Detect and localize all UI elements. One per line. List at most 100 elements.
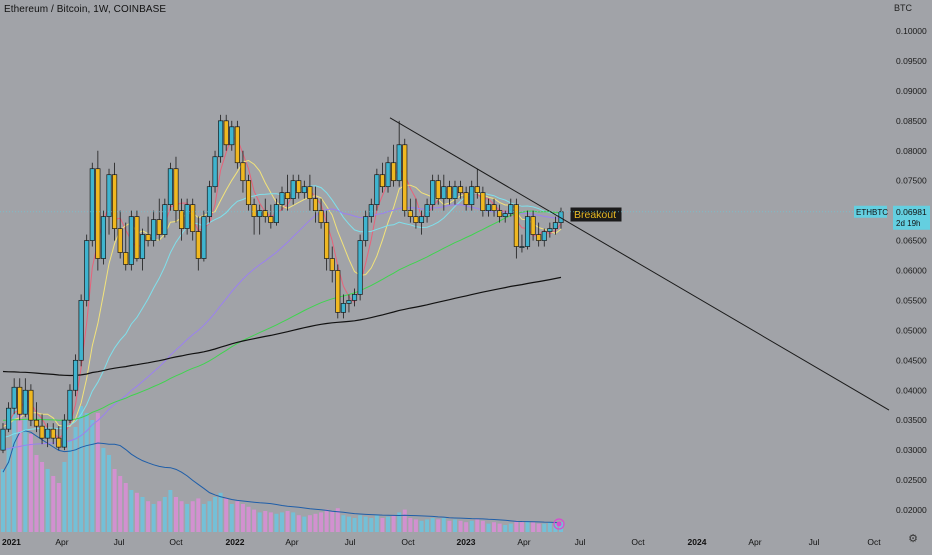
volume-bar [542, 523, 547, 532]
candle-body [458, 186, 464, 194]
candle-body [61, 419, 67, 448]
breakout-label: Breakout [574, 209, 616, 221]
candle-body [151, 219, 157, 241]
candle-body [28, 389, 34, 421]
candle-body [290, 180, 296, 199]
ma_200-line [2, 276, 562, 377]
volume-bar [436, 519, 441, 532]
volume-bar [503, 525, 508, 532]
volume-bar [73, 427, 78, 532]
candle-body [279, 192, 285, 205]
candle-body [441, 186, 447, 200]
candle-body [374, 174, 380, 205]
candle-body [139, 234, 146, 259]
x-tick-label: 2023 [457, 537, 476, 547]
event-marker-dot [556, 521, 562, 527]
volume-bar [397, 512, 402, 532]
trendline [389, 117, 890, 411]
volume-bar [319, 512, 324, 532]
volume-bar [441, 518, 446, 532]
y-tick-label: 0.04500 [896, 355, 927, 365]
x-tick-label: Apr [285, 537, 298, 547]
candle-body [552, 222, 558, 229]
candle-body [167, 168, 173, 205]
volume-bar [79, 406, 84, 532]
candle-body [89, 168, 95, 241]
candle-body [6, 407, 12, 430]
volume-ma-line [2, 430, 562, 524]
candle-body [156, 219, 162, 235]
ma_150-line [2, 210, 562, 421]
volume-bar [268, 512, 273, 532]
volume-bar [28, 434, 33, 532]
volume-bar [307, 515, 312, 532]
x-tick-label: Apr [55, 537, 68, 547]
volume-bar [469, 520, 474, 532]
candle-body [179, 210, 185, 229]
volume-bar [218, 492, 223, 532]
volume-bar [90, 420, 95, 532]
volume-bar [95, 413, 100, 532]
y-tick-label: 0.08500 [896, 116, 927, 126]
x-tick-label: 2024 [688, 537, 707, 547]
volume-bar [413, 519, 418, 532]
volume-bar [179, 501, 184, 532]
candle-body [547, 228, 553, 232]
candle-body [50, 428, 56, 439]
y-tick-label: 0.02500 [896, 475, 927, 485]
volume-bar [168, 490, 173, 532]
candle-body [530, 216, 536, 235]
gear-icon[interactable]: ⚙ [908, 533, 918, 545]
candle-body [45, 428, 51, 439]
volume-bar [134, 492, 139, 532]
candle-body [413, 216, 419, 223]
candle-body [268, 216, 274, 223]
volume-bar [346, 516, 351, 532]
candle-body [262, 210, 268, 217]
volume-bar [112, 469, 117, 532]
ticker-tag [854, 205, 887, 218]
volume-bar [190, 501, 195, 532]
candle-body [67, 389, 73, 421]
candle-body [469, 186, 475, 205]
candle-body [273, 204, 279, 223]
y-tick-label: 0.05500 [896, 295, 927, 305]
candle-body [346, 300, 352, 304]
candle-body [418, 216, 425, 223]
x-tick-label: Apr [748, 537, 761, 547]
candle-body [39, 425, 45, 439]
candle-body [524, 216, 531, 247]
candle-body [123, 252, 129, 265]
volume-bar [369, 518, 374, 532]
volume-bar [335, 508, 340, 532]
candle-body [391, 162, 397, 182]
volume-bar [246, 506, 251, 532]
volume-bar [185, 504, 190, 532]
candle-body [502, 213, 508, 217]
candle-body [195, 231, 201, 259]
volume-bar [257, 512, 262, 532]
volume-bar [1, 469, 5, 532]
candle-body [407, 210, 413, 217]
volume-bar [480, 520, 485, 532]
candle-body [212, 156, 218, 188]
breakout-box [570, 207, 622, 222]
y-tick-label: 0.06000 [896, 266, 927, 276]
y-tick-label: 0.03500 [896, 415, 927, 425]
volume-bar [447, 520, 452, 532]
candle-body [491, 204, 497, 211]
volume-bar [386, 516, 391, 532]
candle-body [190, 204, 196, 232]
candle-body [17, 386, 23, 415]
candle-body [396, 144, 402, 182]
x-tick-label: Jul [345, 537, 356, 547]
ma_50-line [2, 185, 562, 439]
volume-bar [486, 523, 491, 532]
x-tick-label: Jul [809, 537, 820, 547]
candle-body [536, 234, 542, 241]
volume-bar [229, 504, 234, 532]
y-tick-label: 0.07500 [896, 176, 927, 186]
candle-body [223, 120, 229, 146]
